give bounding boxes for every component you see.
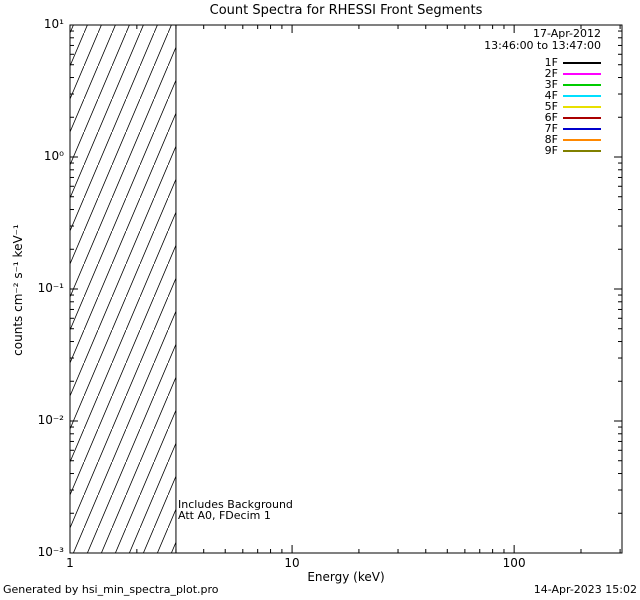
x-axis-label: Energy (keV)	[307, 570, 385, 584]
y-tick-label: 10⁻³	[37, 545, 64, 559]
x-tick-label: 1	[66, 556, 74, 570]
footer-datetime: 14-Apr-2023 15:02	[533, 583, 637, 596]
y-tick-label: 10¹	[43, 17, 64, 31]
legend-swatch	[563, 149, 601, 152]
legend-entry-label: 8F	[544, 132, 558, 146]
legend-swatch	[563, 94, 601, 97]
legend-entry: 2F	[484, 66, 601, 80]
legend-entry-label: 5F	[544, 99, 558, 113]
legend-swatch	[563, 72, 601, 75]
legend-entry: 7F	[484, 121, 601, 135]
y-tick-label: 10⁰	[43, 149, 64, 163]
legend-entry: 9F	[484, 143, 601, 157]
hatched-region	[70, 25, 176, 553]
annotation-includes-background: Includes Background	[178, 498, 293, 511]
legend-swatch	[563, 105, 601, 108]
legend-time-range: 13:46:00 to 13:47:00	[484, 39, 601, 52]
legend-swatch	[563, 138, 601, 141]
legend-entry-label: 3F	[544, 77, 558, 91]
legend-entry-label: 2F	[544, 66, 558, 80]
legend-entry-label: 7F	[544, 121, 558, 135]
x-tick-label: 100	[502, 556, 526, 570]
legend-entry: 8F	[484, 132, 601, 146]
legend-entry-label: 4F	[544, 88, 558, 102]
legend-swatch	[563, 116, 601, 119]
legend-entry: 1F	[484, 55, 601, 69]
legend: 17-Apr-2012 13:46:00 to 13:47:00 1F 2F 3F 4…	[484, 28, 601, 156]
footer-generated-by: Generated by hsi_min_spectra_plot.pro	[3, 583, 219, 596]
legend-swatch	[563, 127, 601, 130]
legend-swatch	[563, 83, 601, 86]
x-tick-label: 10	[284, 556, 300, 570]
legend-entry-label: 1F	[544, 55, 558, 69]
legend-swatch	[563, 61, 601, 64]
legend-entry: 6F	[484, 110, 601, 124]
legend-entry: 4F	[484, 88, 601, 102]
chart-title: Count Spectra for RHESSI Front Segments	[209, 3, 483, 18]
axis-ticks	[69, 24, 622, 554]
legend-entry-label: 9F	[544, 143, 558, 157]
legend-date: 17-Apr-2012	[532, 27, 601, 40]
legend-entry: 5F	[484, 99, 601, 113]
y-tick-label: 10⁻²	[37, 413, 64, 427]
legend-entry-label: 6F	[544, 110, 558, 124]
legend-entry: 3F	[484, 77, 601, 91]
legend-entries: 1F 2F 3F 4F 5F 6F 7F 8F 9F	[484, 55, 601, 157]
annotation-attenuator-decimation: Att A0, FDecim 1	[178, 509, 271, 522]
y-tick-label: 10⁻¹	[37, 281, 64, 295]
